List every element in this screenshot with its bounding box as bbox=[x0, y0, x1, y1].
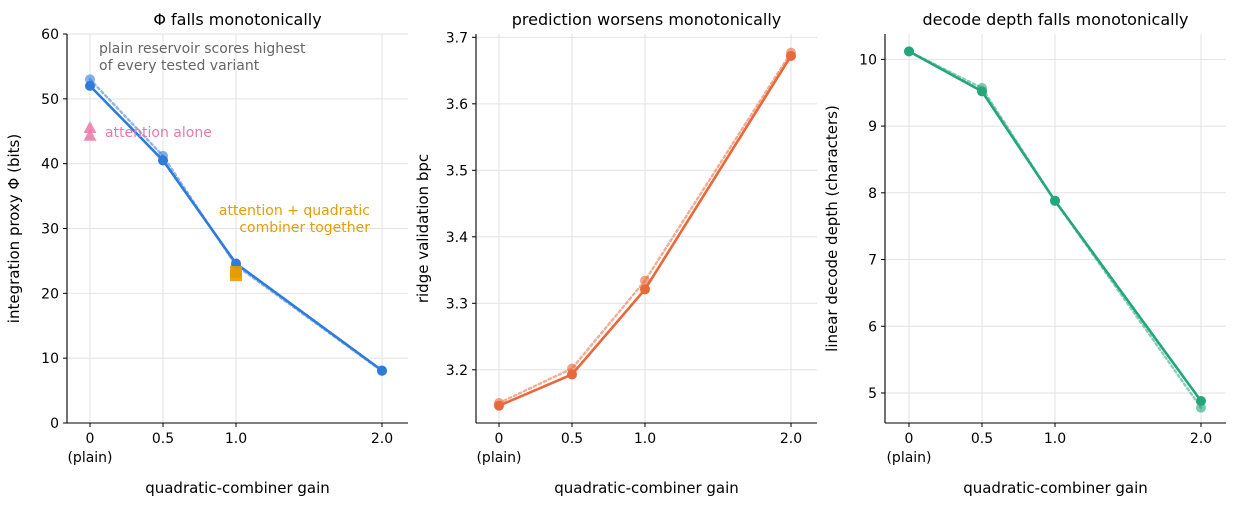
x-axis-label: quadratic-combiner gain bbox=[145, 479, 330, 497]
attention-alone-marker bbox=[83, 128, 97, 141]
x-tick-label: 2.0 bbox=[780, 431, 802, 447]
chart-title: decode depth falls monotonically bbox=[923, 10, 1189, 29]
y-axis-label: integration proxy Φ (bits) bbox=[5, 134, 23, 323]
series-line-solid bbox=[88, 84, 384, 372]
x-tick-label: 0 (plain) bbox=[476, 431, 521, 466]
y-axis-label: linear decode depth (characters) bbox=[823, 105, 841, 352]
x-tick-label: 1.0 bbox=[225, 431, 247, 447]
chart-title: Φ falls monotonically bbox=[153, 10, 321, 29]
data-point bbox=[377, 365, 387, 376]
attention-alone-marker bbox=[83, 121, 97, 134]
data-point bbox=[1050, 195, 1060, 206]
series-line-dotted bbox=[497, 51, 793, 405]
data-point bbox=[85, 80, 95, 91]
y-tick-label: 10 bbox=[859, 52, 877, 68]
x-tick-label: 2.0 bbox=[1190, 431, 1212, 447]
data-point bbox=[640, 284, 650, 295]
y-tick-label: 3.2 bbox=[446, 363, 468, 379]
data-point bbox=[158, 155, 168, 166]
y-tick-label: 7 bbox=[868, 253, 877, 269]
data-point bbox=[1196, 395, 1206, 406]
x-tick-label: 0 (plain) bbox=[67, 431, 112, 466]
x-tick-label: 0 (plain) bbox=[886, 431, 931, 466]
x-tick-label: 0.5 bbox=[561, 431, 583, 447]
data-point bbox=[977, 86, 987, 97]
series-line-solid bbox=[497, 54, 793, 408]
annotation-plain-reservoir: plain reservoir scores highest of every t… bbox=[99, 41, 306, 74]
y-tick-label: 60 bbox=[41, 27, 59, 43]
y-tick-label: 8 bbox=[868, 186, 877, 202]
y-tick-label: 3.4 bbox=[446, 230, 468, 246]
data-point bbox=[567, 369, 577, 380]
attention-combiner-marker bbox=[230, 269, 242, 282]
x-axis-label: quadratic-combiner gain bbox=[554, 479, 739, 497]
series-line-solid bbox=[907, 50, 1203, 403]
y-tick-label: 50 bbox=[41, 92, 59, 108]
x-tick-label: 0.5 bbox=[971, 431, 993, 447]
data-point bbox=[904, 46, 914, 57]
x-axis-label: quadratic-combiner gain bbox=[963, 479, 1148, 497]
y-tick-label: 3.7 bbox=[446, 30, 468, 46]
chart-panel-2: 3.2 3.3 3.4 3.5 3.6 3.7 0 (plain) 0.5 1.0 2.0 predi… bbox=[414, 10, 817, 497]
annotation-attention-alone: attention alone bbox=[105, 125, 212, 141]
x-tick-label: 1.0 bbox=[1044, 431, 1066, 447]
y-tick-label: 3.3 bbox=[446, 296, 468, 312]
y-axis-label: ridge validation bpc bbox=[414, 154, 432, 303]
data-point bbox=[494, 400, 504, 411]
y-tick-label: 40 bbox=[41, 157, 59, 173]
y-tick-label: 6 bbox=[868, 319, 877, 335]
x-tick-label: 1.0 bbox=[634, 431, 656, 447]
y-tick-label: 20 bbox=[41, 286, 59, 302]
y-tick-label: 3.6 bbox=[446, 97, 468, 113]
chart-title: prediction worsens monotonically bbox=[512, 10, 781, 29]
x-tick-label: 2.0 bbox=[371, 431, 393, 447]
y-tick-label: 5 bbox=[868, 386, 877, 402]
y-tick-label: 10 bbox=[41, 351, 59, 367]
y-tick-label: 30 bbox=[41, 222, 59, 238]
chart-panel-3: 5 6 7 8 9 10 0 (plain) 0.5 1.0 2.0 decode depth fal… bbox=[823, 10, 1226, 497]
x-tick-label: 0.5 bbox=[152, 431, 174, 447]
y-tick-label: 0 bbox=[50, 416, 59, 432]
chart-panel-1: 0 10 20 30 40 50 60 0 (plain) 0.5 1.0 2.0 Φ falls mo… bbox=[5, 10, 408, 497]
data-point bbox=[786, 50, 796, 61]
annotation-attention-combiner: attention + quadratic combiner together bbox=[219, 203, 370, 236]
y-tick-label: 9 bbox=[868, 119, 877, 135]
y-tick-label: 3.5 bbox=[446, 163, 468, 179]
